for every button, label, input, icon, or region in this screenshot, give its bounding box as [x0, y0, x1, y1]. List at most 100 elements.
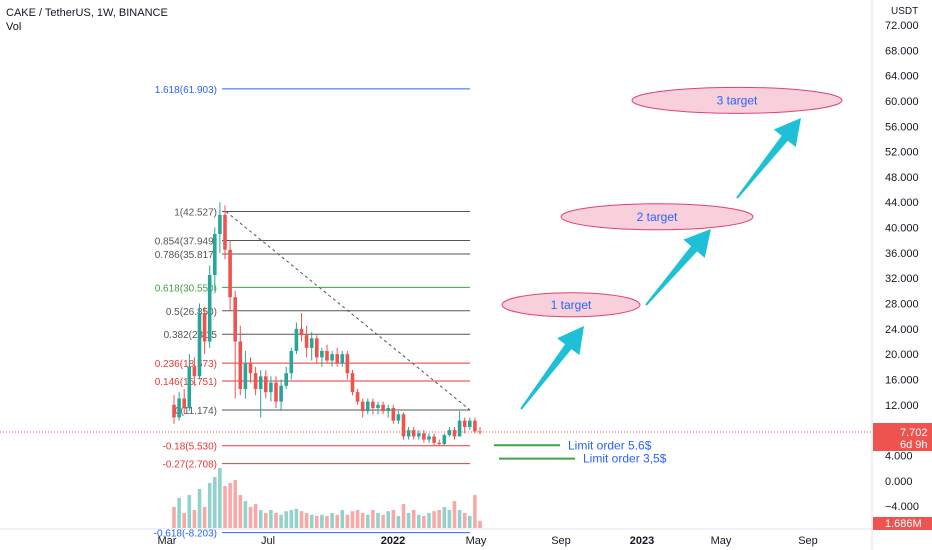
price-tick-label: 72.000	[885, 20, 919, 32]
candle-body	[202, 313, 207, 342]
trend-dashed-line	[225, 211, 471, 411]
target-ellipse	[560, 203, 754, 231]
arrow-shape	[520, 326, 584, 410]
volume-bar	[437, 510, 441, 528]
candle-body	[233, 297, 237, 342]
price-tick-label: 60.000	[885, 96, 919, 108]
candle-body	[335, 354, 339, 364]
candle-body	[345, 354, 350, 374]
time-tick-label: Mar	[158, 535, 177, 547]
candle-body	[304, 335, 309, 348]
volume-bar	[381, 514, 385, 528]
candle-body	[381, 404, 385, 412]
candle-body	[320, 350, 324, 358]
volume-bar	[457, 510, 462, 528]
volume-bar	[248, 507, 253, 528]
candle-body	[462, 420, 467, 427]
fib-level-label: 1.618(61.903)	[155, 85, 217, 96]
candle-body	[274, 382, 278, 402]
price-tick-label: 36.000	[885, 248, 919, 260]
time-tick-label: 2022	[381, 535, 405, 547]
volume-bar	[238, 495, 243, 528]
volume-bar	[360, 513, 365, 528]
fibonacci-retracement[interactable]: 1.618(61.903) 1(42.527) 0.854(37.949) 0.786…	[154, 85, 471, 540]
volume-bar	[299, 511, 304, 528]
volume-bar	[253, 504, 258, 528]
volume-bar	[274, 513, 278, 528]
volume-bar	[411, 510, 416, 528]
candle-body	[360, 401, 365, 412]
candle-body	[406, 430, 411, 437]
price-tick-label: 32.000	[885, 273, 919, 285]
currency-label-bg	[873, 0, 932, 16]
fib-level-label: -0.18(5.530)	[163, 442, 217, 453]
time-tick-label: Sep	[798, 535, 818, 547]
candle-body	[432, 436, 436, 443]
candle-body	[253, 373, 258, 389]
limit-order-label: Limit order 5.6$	[568, 438, 652, 452]
candle-body	[228, 249, 232, 298]
volume-bar	[172, 507, 176, 528]
volume-bar	[202, 507, 207, 528]
volume-bar	[228, 483, 232, 528]
volume-bar	[284, 511, 288, 528]
price-tick-label: 0.000	[885, 476, 913, 488]
candle-body	[371, 401, 375, 408]
candle-body	[411, 430, 416, 437]
volume-bar	[366, 514, 370, 528]
volume-bar	[442, 507, 447, 528]
volume-bar	[182, 513, 186, 528]
annotations[interactable]: Limit order 5.6$Limit order 3,5$ 1 target…	[0, 86, 872, 466]
candle-body	[350, 373, 355, 393]
fib-level-label: 0.854(37.949)	[155, 237, 217, 248]
candle-body	[437, 442, 441, 445]
volume-bar	[406, 513, 411, 528]
price-tick-label: 64.000	[885, 71, 919, 83]
price-tick-label: 68.000	[885, 45, 919, 57]
candle-body	[457, 420, 462, 437]
last-price-tag-bg	[873, 423, 932, 451]
price-tick-label: 56.000	[885, 121, 919, 133]
volume-bar	[386, 511, 390, 528]
candle-body	[223, 214, 227, 250]
candle-body	[172, 404, 176, 418]
volume-bar	[192, 510, 197, 528]
volume-bar	[258, 510, 263, 528]
volume-bar	[396, 516, 401, 528]
candle-body	[422, 433, 426, 440]
target-ellipse	[501, 292, 641, 318]
volume-bar	[468, 516, 472, 528]
candle-body	[182, 398, 186, 408]
volume-bar	[309, 514, 314, 528]
fib-level-label: -0.618(-8.203)	[154, 529, 217, 540]
candle-body	[401, 414, 406, 437]
candle-body	[289, 350, 294, 374]
volume-bar	[264, 513, 268, 528]
volume-bar	[391, 510, 396, 528]
candle-body	[238, 341, 243, 389]
volume-bar	[422, 516, 426, 528]
volume-bar	[462, 513, 467, 528]
price-tick-label: 20.000	[885, 349, 919, 361]
candle-body	[396, 414, 401, 421]
price-tick-label: 4.000	[885, 450, 913, 462]
currency-label: USDT	[891, 6, 918, 17]
target-label: 2 target	[637, 210, 678, 224]
fib-level-label: 0.146(15.751)	[155, 377, 217, 388]
volume-bar	[269, 510, 273, 528]
candle-body	[391, 407, 396, 421]
volume-bar	[197, 489, 202, 528]
volume-bar	[223, 486, 227, 528]
volume-bar	[376, 513, 380, 528]
price-tick-label: 44.000	[885, 197, 919, 209]
fib-level-label: 1(42.527)	[174, 208, 217, 219]
volume-bar	[187, 495, 192, 528]
volume-bar	[478, 520, 482, 528]
volume-bar	[345, 514, 350, 528]
price-tick-label: 52.000	[885, 147, 919, 159]
volume-bar	[371, 510, 375, 528]
volume-bar	[447, 510, 452, 528]
volume-bar	[350, 511, 355, 528]
